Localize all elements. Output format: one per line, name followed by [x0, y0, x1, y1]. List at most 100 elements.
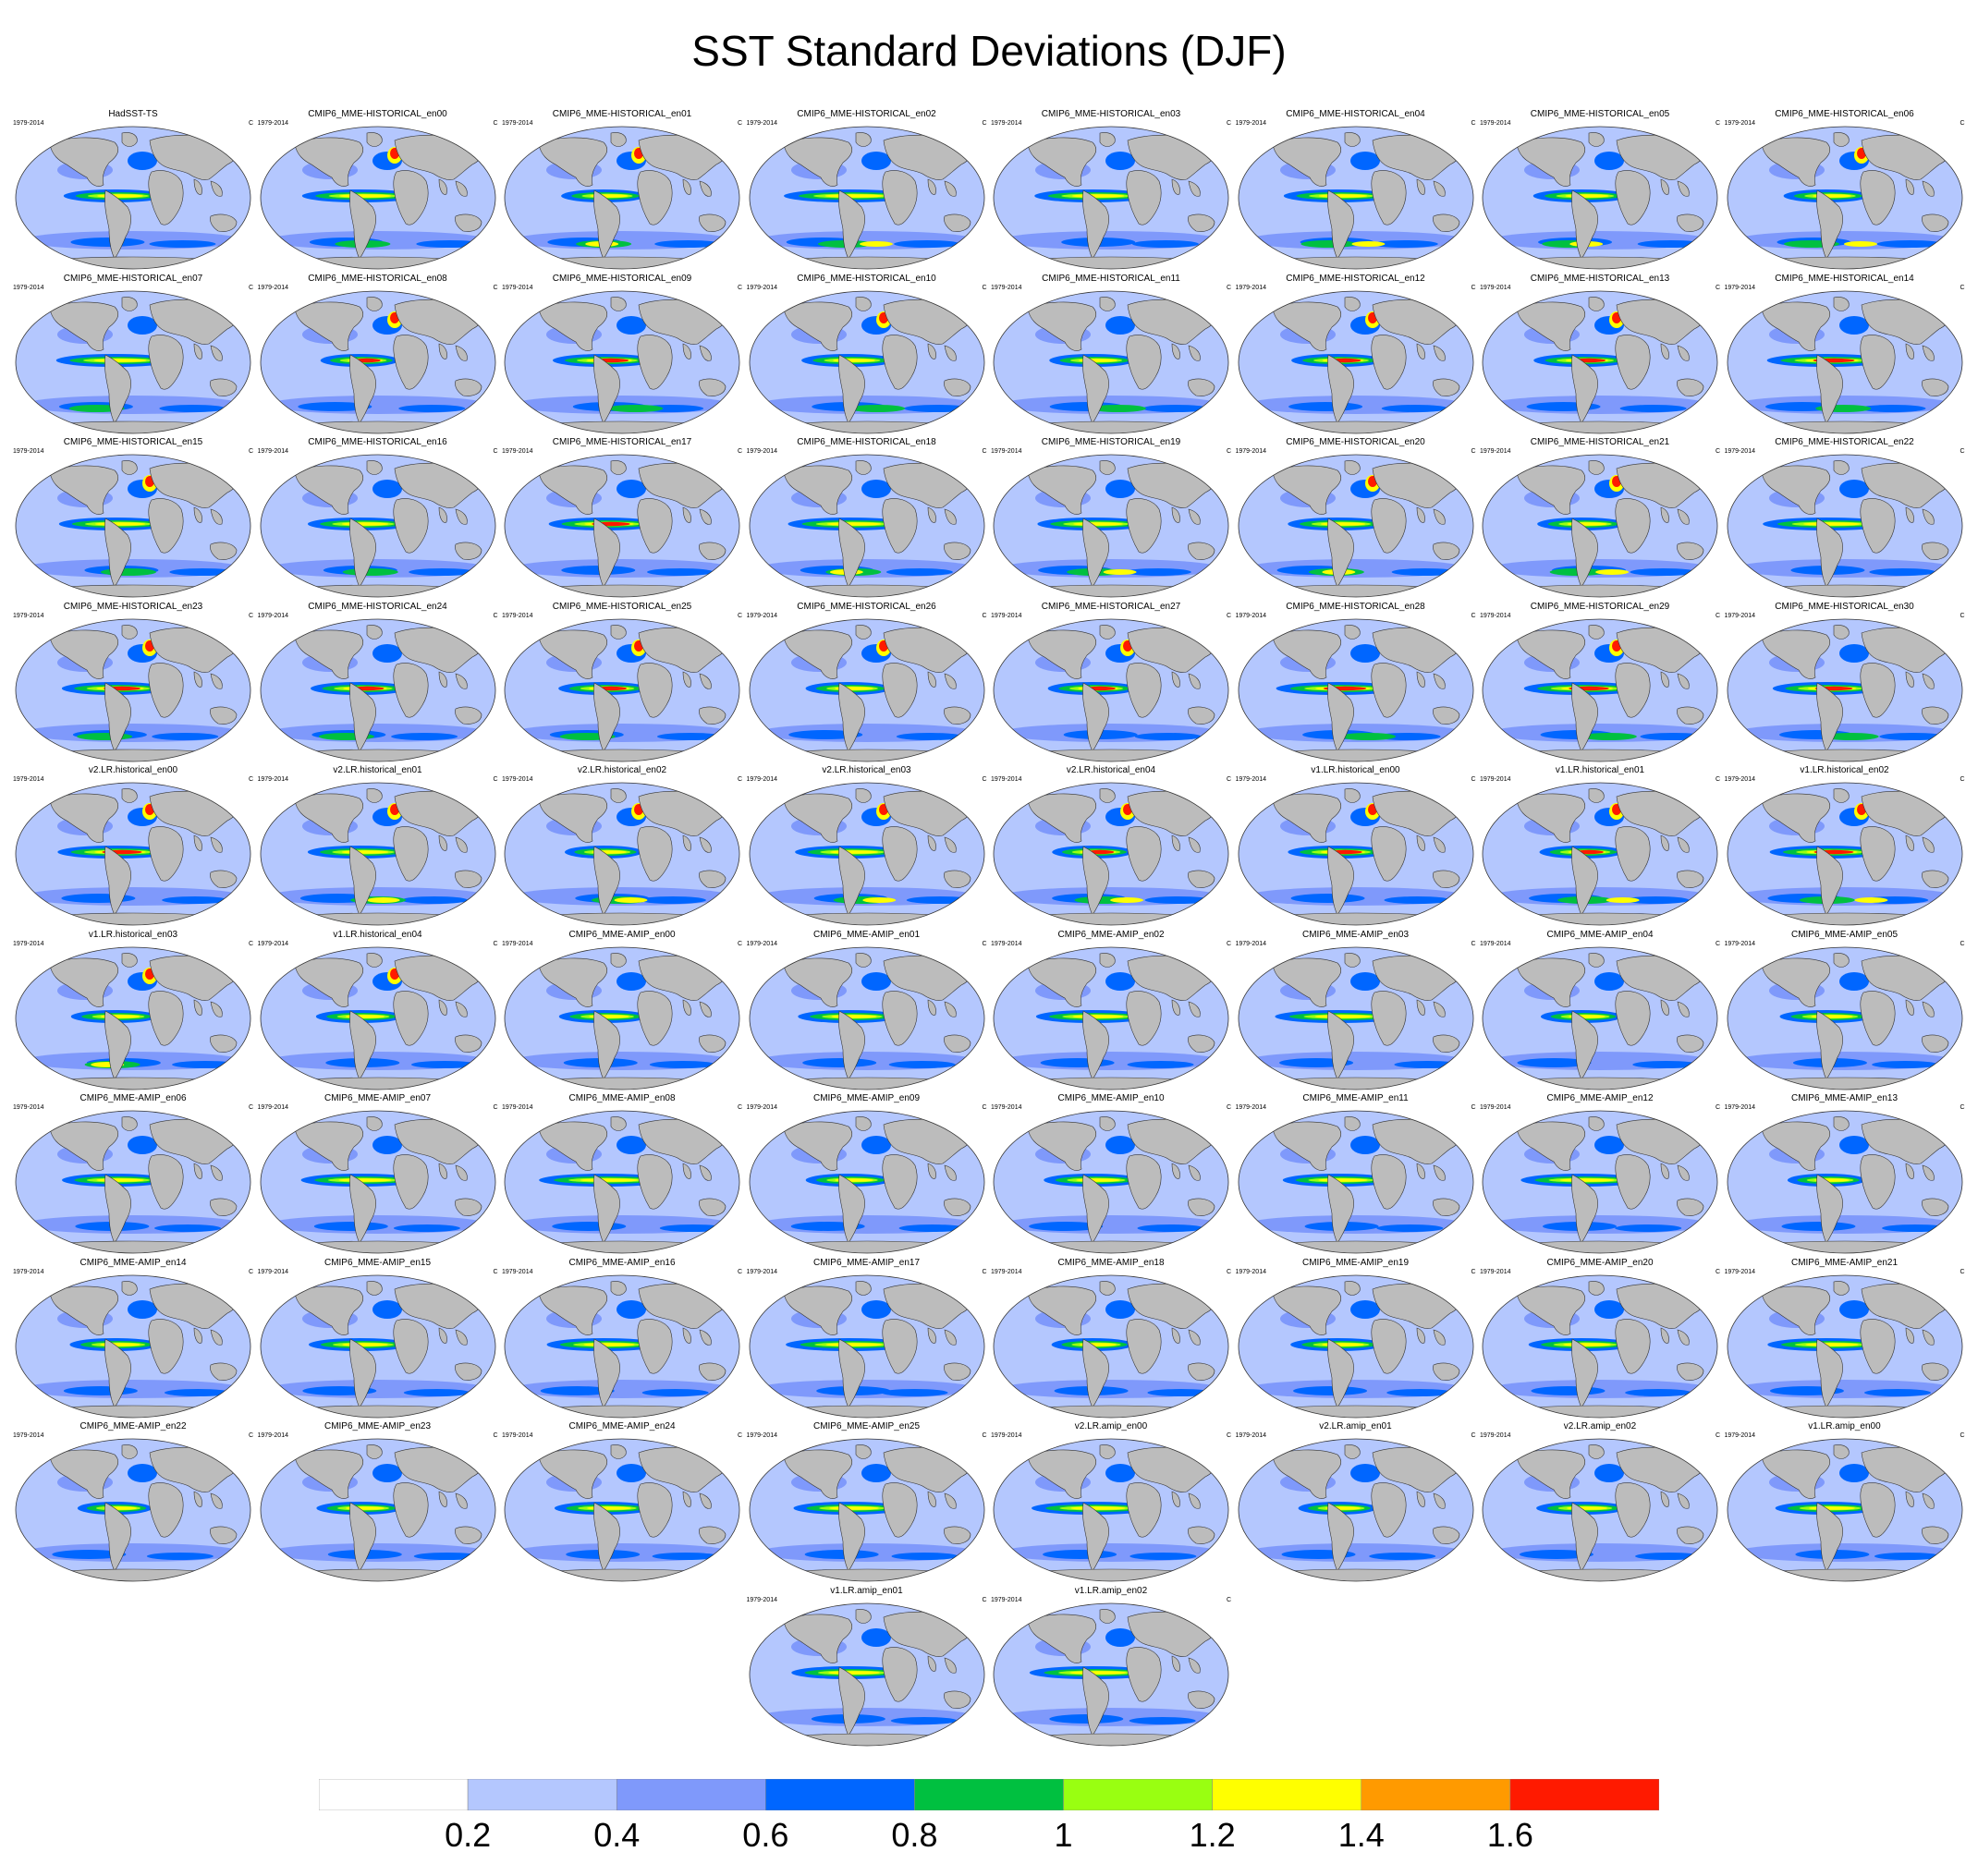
- map-panel: CMIP6_MME-AMIP_en23 1979-2014 C: [256, 1421, 500, 1586]
- panel-title: CMIP6_MME-AMIP_en06: [79, 1093, 187, 1103]
- panel-unit-label: C: [1715, 776, 1720, 783]
- panel-period-label: 1979-2014: [1480, 1268, 1511, 1275]
- panel-unit-label: C: [1471, 120, 1476, 127]
- panel-period-label: 1979-2014: [13, 448, 44, 455]
- map-plot: [749, 126, 984, 270]
- panel-title: CMIP6_MME-AMIP_en24: [568, 1421, 676, 1431]
- map-panel: CMIP6_MME-HISTORICAL_en23 1979-2014 C: [11, 602, 255, 766]
- panel-period-label: 1979-2014: [257, 1432, 288, 1439]
- map-panel: v2.LR.historical_en04 1979-2014 C: [989, 765, 1233, 930]
- panel-title: CMIP6_MME-AMIP_en21: [1790, 1257, 1899, 1268]
- panel-title: CMIP6_MME-AMIP_en22: [79, 1421, 187, 1431]
- map-panel: CMIP6_MME-HISTORICAL_en04 1979-2014 C: [1234, 109, 1478, 274]
- panel-unit-label: C: [1960, 284, 1965, 291]
- map-plot: [260, 946, 495, 1090]
- map-panel: CMIP6_MME-HISTORICAL_en13 1979-2014 C: [1478, 274, 1722, 438]
- panel-unit-label: C: [493, 448, 498, 455]
- panel-period-label: 1979-2014: [1235, 612, 1266, 619]
- map-panel: CMIP6_MME-HISTORICAL_en21 1979-2014 C: [1478, 437, 1722, 602]
- colorbar-ticks: 0.2 0.4 0.6 0.8 1 1.2 1.4 1.6: [319, 1816, 1659, 1854]
- panel-title: v2.LR.historical_en02: [577, 765, 667, 775]
- panel-period-label: 1979-2014: [13, 776, 44, 783]
- panel-title: v2.LR.historical_en03: [822, 765, 911, 775]
- panel-title: CMIP6_MME-HISTORICAL_en13: [1530, 273, 1670, 284]
- panel-title: v2.LR.amip_en00: [1074, 1421, 1148, 1431]
- panel-title: CMIP6_MME-HISTORICAL_en25: [552, 601, 692, 612]
- map-panel: CMIP6_MME-HISTORICAL_en00 1979-2014 C: [256, 109, 500, 274]
- map-panel: CMIP6_MME-HISTORICAL_en28 1979-2014 C: [1234, 602, 1478, 766]
- panel-period-label: 1979-2014: [746, 612, 777, 619]
- panel-unit-label: C: [1471, 776, 1476, 783]
- map-panel: CMIP6_MME-AMIP_en05 1979-2014 C: [1723, 930, 1967, 1094]
- panel-period-label: 1979-2014: [257, 1268, 288, 1275]
- map-plot: [15, 126, 251, 270]
- panel-period-label: 1979-2014: [1480, 1104, 1511, 1111]
- panel-period-label: 1979-2014: [1235, 448, 1266, 455]
- panel-period-label: 1979-2014: [746, 284, 777, 291]
- colorbar-swatch: [1509, 1779, 1659, 1810]
- map-plot: [1727, 782, 1962, 926]
- panel-title: CMIP6_MME-HISTORICAL_en23: [63, 601, 203, 612]
- panel-period-label: 1979-2014: [1480, 120, 1511, 127]
- panel-unit-label: C: [1226, 1268, 1231, 1275]
- panel-unit-label: C: [982, 1268, 987, 1275]
- panel-unit-label: C: [493, 940, 498, 947]
- panel-period-label: 1979-2014: [13, 1104, 44, 1111]
- panel-title: CMIP6_MME-AMIP_en16: [568, 1257, 676, 1268]
- panel-unit-label: C: [982, 940, 987, 947]
- panel-unit-label: C: [982, 1104, 987, 1111]
- chart-title: SST Standard Deviations (DJF): [691, 27, 1287, 75]
- panel-grid: HadSST-TS 1979-2014 C CMIP6_MME-HISTORICAL_…: [11, 109, 1967, 1750]
- panel-unit-label: C: [493, 776, 498, 783]
- colorbar-swatch: [1361, 1779, 1511, 1810]
- map-plot: [749, 946, 984, 1090]
- colorbar-swatch: [467, 1779, 617, 1810]
- map-plot: [993, 618, 1229, 761]
- map-panel: CMIP6_MME-AMIP_en00 1979-2014 C: [500, 930, 744, 1094]
- map-panel: CMIP6_MME-HISTORICAL_en22 1979-2014 C: [1723, 437, 1967, 602]
- panel-title: CMIP6_MME-AMIP_en07: [324, 1093, 432, 1103]
- panel-unit-label: C: [1960, 448, 1965, 455]
- panel-unit-label: C: [737, 940, 742, 947]
- map-plot: [749, 1110, 984, 1254]
- panel-unit-label: C: [1960, 1268, 1965, 1275]
- map-plot: [1238, 1274, 1473, 1418]
- panel-title: CMIP6_MME-HISTORICAL_en22: [1775, 437, 1914, 447]
- map-plot: [15, 1110, 251, 1254]
- panel-unit-label: C: [248, 284, 253, 291]
- panel-period-label: 1979-2014: [13, 1268, 44, 1275]
- panel-period-label: 1979-2014: [1724, 448, 1755, 455]
- panel-title: CMIP6_MME-HISTORICAL_en11: [1042, 273, 1180, 284]
- panel-unit-label: C: [1226, 1596, 1231, 1603]
- map-panel: CMIP6_MME-AMIP_en11 1979-2014 C: [1234, 1093, 1478, 1258]
- map-plot: [1727, 126, 1962, 270]
- panel-unit-label: C: [1960, 940, 1965, 947]
- panel-unit-label: C: [1226, 120, 1231, 127]
- panel-title: CMIP6_MME-AMIP_en13: [1790, 1093, 1899, 1103]
- panel-period-label: 1979-2014: [991, 1432, 1022, 1439]
- panel-unit-label: C: [1471, 1432, 1476, 1439]
- panel-title: CMIP6_MME-HISTORICAL_en06: [1775, 109, 1914, 119]
- panel-period-label: 1979-2014: [1235, 120, 1266, 127]
- panel-unit-label: C: [982, 612, 987, 619]
- map-panel: CMIP6_MME-HISTORICAL_en18 1979-2014 C: [745, 437, 989, 602]
- map-panel: CMIP6_MME-HISTORICAL_en09 1979-2014 C: [500, 274, 744, 438]
- panel-period-label: 1979-2014: [1480, 776, 1511, 783]
- map-panel: CMIP6_MME-AMIP_en13 1979-2014 C: [1723, 1093, 1967, 1258]
- map-panel: v1.LR.amip_en01 1979-2014 C: [745, 1586, 989, 1750]
- map-panel: CMIP6_MME-AMIP_en19 1979-2014 C: [1234, 1258, 1478, 1422]
- map-panel: v2.LR.historical_en03 1979-2014 C: [745, 765, 989, 930]
- map-plot: [749, 1274, 984, 1418]
- panel-unit-label: C: [493, 612, 498, 619]
- panel-title: CMIP6_MME-AMIP_en09: [812, 1093, 921, 1103]
- map-panel: CMIP6_MME-HISTORICAL_en16 1979-2014 C: [256, 437, 500, 602]
- map-plot: [1482, 126, 1718, 270]
- panel-title: v1.LR.amip_en00: [1808, 1421, 1881, 1431]
- map-plot: [1482, 618, 1718, 761]
- map-panel: CMIP6_MME-HISTORICAL_en01 1979-2014 C: [500, 109, 744, 274]
- panel-title: CMIP6_MME-HISTORICAL_en14: [1775, 273, 1914, 284]
- map-panel: v2.LR.amip_en01 1979-2014 C: [1234, 1421, 1478, 1586]
- map-plot: [1238, 290, 1473, 433]
- map-plot: [1727, 454, 1962, 598]
- map-panel: CMIP6_MME-AMIP_en10 1979-2014 C: [989, 1093, 1233, 1258]
